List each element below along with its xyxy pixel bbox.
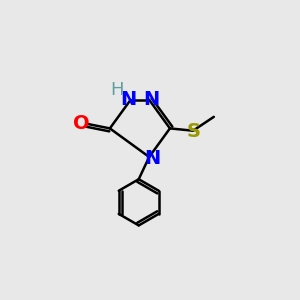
Text: N: N [145,148,161,168]
Text: H: H [110,81,124,99]
Text: S: S [187,122,200,141]
Text: O: O [74,114,90,133]
Text: N: N [120,90,136,109]
Text: N: N [143,90,160,109]
